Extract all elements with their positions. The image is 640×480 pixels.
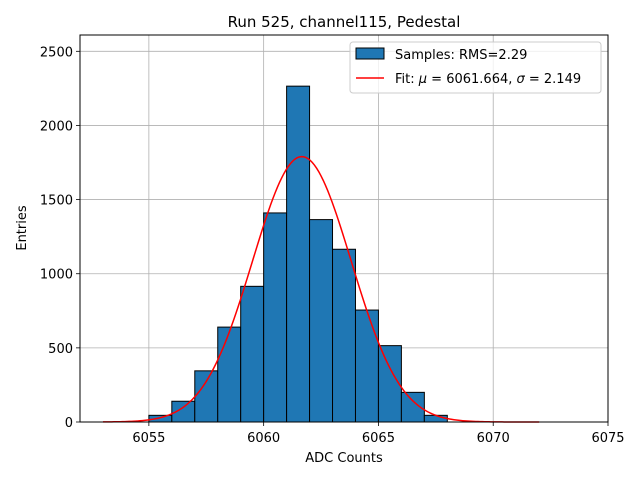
histogram-bar — [217, 326, 242, 423]
legend-mu-symbol: μ — [418, 72, 427, 87]
legend-samples-swatch — [355, 47, 385, 60]
plot-frame — [79, 34, 609, 423]
histogram-bar — [309, 219, 334, 423]
y-tick-label: 1000 — [40, 268, 73, 283]
x-tick-label: 6055 — [132, 431, 165, 446]
fit-curve-layer — [102, 155, 540, 423]
chart-title: Run 525, channel115, Pedestal — [228, 13, 461, 31]
x-tick-label: 6070 — [477, 431, 510, 446]
x-tick-label: 6075 — [591, 431, 624, 446]
y-tick-label: 0 — [65, 416, 73, 431]
histogram-bar — [423, 414, 448, 423]
y-tick-label: 2500 — [40, 45, 73, 60]
legend-fit-label: Fit: μ = 6061.664, σ = 2.149 — [395, 72, 581, 87]
histogram-bar — [286, 85, 311, 423]
x-tick-label: 6060 — [247, 431, 280, 446]
y-axis-label: Entries — [15, 205, 30, 251]
legend-sigma-value: = 2.149 — [525, 72, 581, 87]
histogram-bars — [148, 85, 448, 423]
legend-sigma-symbol: σ — [517, 72, 526, 87]
legend-fit-prefix: Fit: — [395, 72, 419, 87]
histogram-bar — [332, 248, 356, 423]
histogram-bar — [240, 285, 265, 423]
y-tick-label: 500 — [48, 342, 73, 357]
histogram-bar — [377, 345, 402, 423]
histogram-bar — [354, 309, 379, 423]
histogram-bar — [194, 370, 219, 423]
x-tick-label: 6065 — [362, 431, 395, 446]
histogram-bar — [263, 212, 288, 423]
y-tick-label: 2000 — [40, 119, 73, 134]
legend-samples-label: Samples: RMS=2.29 — [395, 48, 527, 63]
legend-box — [349, 41, 602, 94]
x-axis-label: ADC Counts — [305, 451, 383, 466]
fit-curve — [102, 155, 540, 423]
legend: Samples: RMS=2.29 Fit: μ = 6061.664, σ =… — [349, 41, 602, 94]
axis-ticks: 6055 6060 6065 6070 6075 0 500 1000 1500 2000 2500 — [40, 45, 625, 446]
legend-mu-value: = 6061.664, — [427, 72, 516, 87]
y-tick-label: 1500 — [40, 194, 73, 209]
